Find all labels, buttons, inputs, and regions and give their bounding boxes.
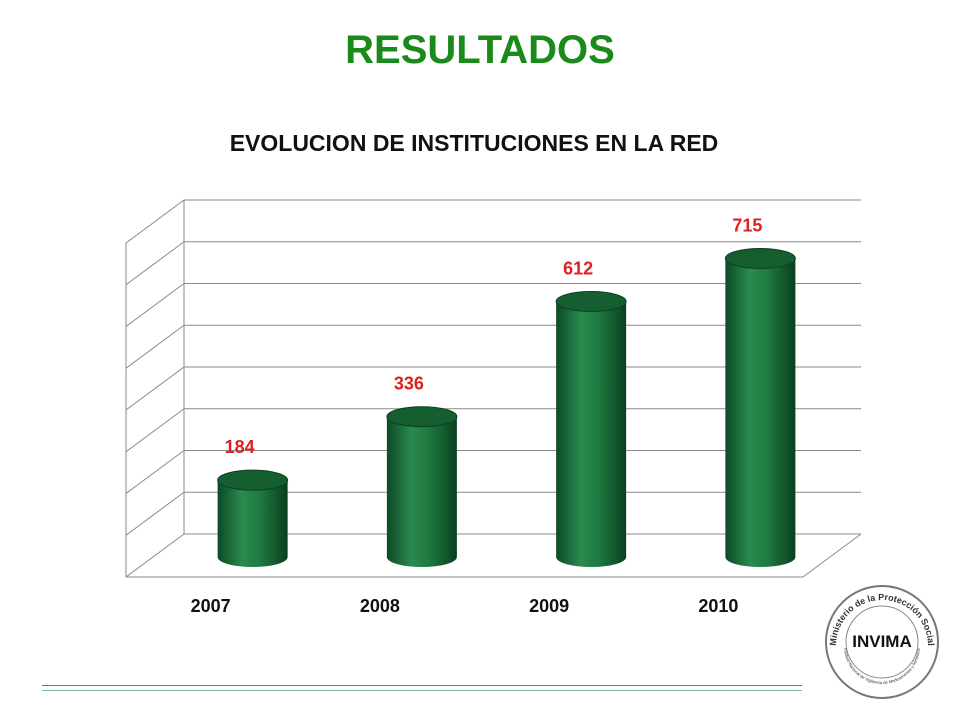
gridline-side [125,199,185,244]
footer-rule-light [42,690,802,691]
bar-top [555,290,627,312]
svg-text:Instituto Nacional de Vigilanc: Instituto Nacional de Vigilancia de Medi… [843,648,921,685]
slide-title: RESULTADOS [345,28,615,72]
gridline-side [125,283,185,327]
logo-inner-text: Instituto Nacional de Vigilancia de Medi… [843,648,921,685]
gridline-side [125,408,185,453]
bar-body [386,416,457,567]
x-tick-label: 2009 [529,596,569,616]
data-label: 715 [732,215,762,235]
bar [724,247,796,567]
bar [555,290,627,567]
x-tick-label: 2010 [698,596,738,616]
gridline-side [125,324,185,369]
data-label: 336 [394,374,424,394]
x-tick-label: 2007 [191,596,231,616]
bar-body [725,258,796,567]
gridline-side [125,241,185,286]
bar-body [556,301,627,567]
data-label: 184 [225,437,255,457]
logo-brand: INVIMA [852,632,912,651]
floor-right-edge [802,533,862,578]
bar [217,469,289,567]
bar [386,406,458,567]
gridline-side [125,533,185,578]
bar-top [724,247,796,269]
gridline-side [125,450,185,494]
invima-logo: Ministerio de la Protección Social Insti… [825,585,939,699]
footer-rule [42,685,802,686]
chart-labels: 184 2007 336 2008 612 2009 715 2010 [191,215,763,616]
chart-bars [217,247,796,567]
gridline-side [125,366,185,411]
data-label: 612 [563,258,593,278]
bar-top [217,469,289,491]
gridline-side [125,491,185,536]
bar-top [386,406,458,428]
chart-title: EVOLUCION DE INSTITUCIONES EN LA RED [229,130,719,156]
bar-body [217,480,288,567]
x-tick-label: 2008 [360,596,400,616]
